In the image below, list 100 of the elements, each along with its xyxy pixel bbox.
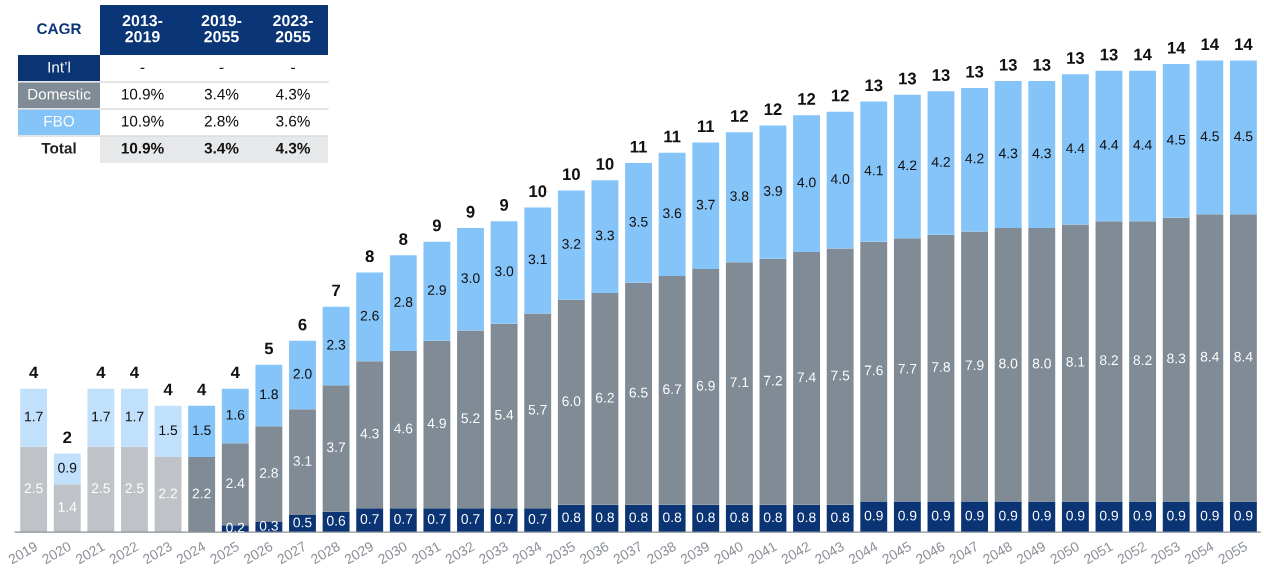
annotation: 2.8% [204, 115, 239, 127]
bar [557, 190, 585, 300]
x-tick-label: 2047 [948, 541, 980, 565]
bar [658, 152, 686, 276]
annotation: 10.9% [122, 88, 164, 100]
total-label: 4 [29, 366, 39, 379]
bar [524, 313, 552, 509]
total-label: 13 [932, 69, 950, 81]
annotation: - [140, 67, 145, 69]
data-label: 0.9 [898, 510, 917, 521]
x-tick-label: 2046 [915, 541, 946, 565]
data-label: 0.9 [58, 462, 77, 473]
bar [1196, 214, 1224, 502]
bar [927, 234, 955, 502]
bar [1095, 221, 1123, 502]
data-label: 0.9 [1234, 510, 1253, 521]
x-tick-label: 2044 [847, 541, 879, 565]
total-label: 12 [731, 110, 748, 122]
data-label: 2.5 [91, 483, 110, 494]
data-label: 2.9 [427, 285, 446, 295]
total-label: 4 [130, 366, 140, 379]
bar [154, 456, 182, 533]
bar [725, 504, 753, 533]
bar [1061, 501, 1089, 533]
total-label: 7 [332, 284, 340, 297]
data-label: 0.8 [562, 512, 581, 523]
annotation: 3.4% [204, 142, 239, 154]
data-label: 1.7 [125, 411, 144, 422]
data-label: 2.8 [394, 297, 413, 307]
data-label: 0.9 [999, 510, 1018, 521]
bar [1061, 224, 1089, 502]
data-label: 3.5 [629, 216, 648, 227]
x-tick-label: 2034 [511, 541, 543, 565]
data-label: 6.9 [696, 380, 715, 391]
bar [893, 501, 921, 533]
x-tick-label: 2052 [1116, 541, 1148, 565]
total-label: 5 [264, 342, 274, 355]
text: Int’l [48, 61, 70, 73]
total-label: 13 [1067, 52, 1085, 64]
data-label: 1.5 [159, 425, 178, 436]
data-label: 0.9 [1099, 510, 1118, 521]
total-label: 13 [865, 79, 883, 92]
x-tick-label: 2025 [209, 541, 240, 565]
bar [793, 251, 820, 505]
x-tick-label: 2054 [1183, 541, 1215, 565]
bar [87, 388, 115, 447]
total-label: 4 [163, 383, 173, 396]
data-label: 4.0 [797, 177, 816, 188]
bar [793, 504, 820, 533]
total-label: 10 [596, 158, 614, 170]
data-label: 4.9 [427, 418, 446, 429]
bar [1196, 60, 1224, 215]
bar [826, 248, 854, 505]
annotation: 3.6% [276, 115, 310, 127]
data-label: 4.2 [931, 157, 950, 167]
data-label: 1.7 [92, 411, 110, 422]
x-tick-label: 2055 [1217, 541, 1249, 565]
annotation: 4.3% [275, 88, 310, 100]
bar [1162, 217, 1190, 502]
data-label: 2.3 [327, 339, 346, 350]
total-label: 11 [697, 120, 715, 133]
data-label: 7.6 [864, 365, 883, 376]
bar [793, 115, 820, 252]
bar [389, 351, 417, 509]
data-label: 2.5 [24, 483, 43, 494]
bar [490, 508, 518, 533]
data-label: 0.7 [528, 514, 547, 524]
x-tick-label: 2038 [646, 541, 677, 565]
data-label: 2.2 [159, 488, 178, 499]
total-label: 14 [1201, 38, 1219, 51]
x-tick-label: 2041 [746, 541, 778, 565]
bar [1229, 60, 1257, 215]
bar [1129, 501, 1157, 533]
data-label: 0.8 [730, 512, 749, 523]
bar [322, 385, 350, 512]
annotation: 10.9% [122, 115, 164, 127]
data-label: 0.9 [965, 510, 984, 521]
data-label: 0.7 [427, 514, 446, 524]
x-tick-label: 2019 [7, 541, 39, 565]
data-label: 0.9 [1167, 510, 1186, 521]
bar [1129, 221, 1157, 502]
x-tick-label: 2032 [444, 541, 476, 565]
total-label: 9 [432, 219, 441, 232]
data-label: 4.4 [1099, 140, 1119, 150]
bar [927, 91, 955, 235]
total-label: 8 [399, 233, 408, 245]
data-label: 8.2 [1099, 355, 1118, 366]
annotation: 4.3% [275, 142, 311, 154]
data-label: 1.7 [25, 411, 43, 422]
bar [457, 228, 484, 331]
bar [121, 446, 148, 533]
data-label: 4.2 [898, 160, 917, 171]
data-label: 3.9 [763, 186, 782, 196]
bar [457, 508, 484, 533]
x-tick-label: 2023 [142, 541, 173, 565]
data-label: 4.5 [1200, 131, 1219, 142]
x-tick-label: 2037 [612, 541, 644, 565]
data-label: 6.7 [663, 384, 682, 395]
bar [994, 81, 1022, 229]
text: 2019- 2055 [201, 14, 242, 43]
